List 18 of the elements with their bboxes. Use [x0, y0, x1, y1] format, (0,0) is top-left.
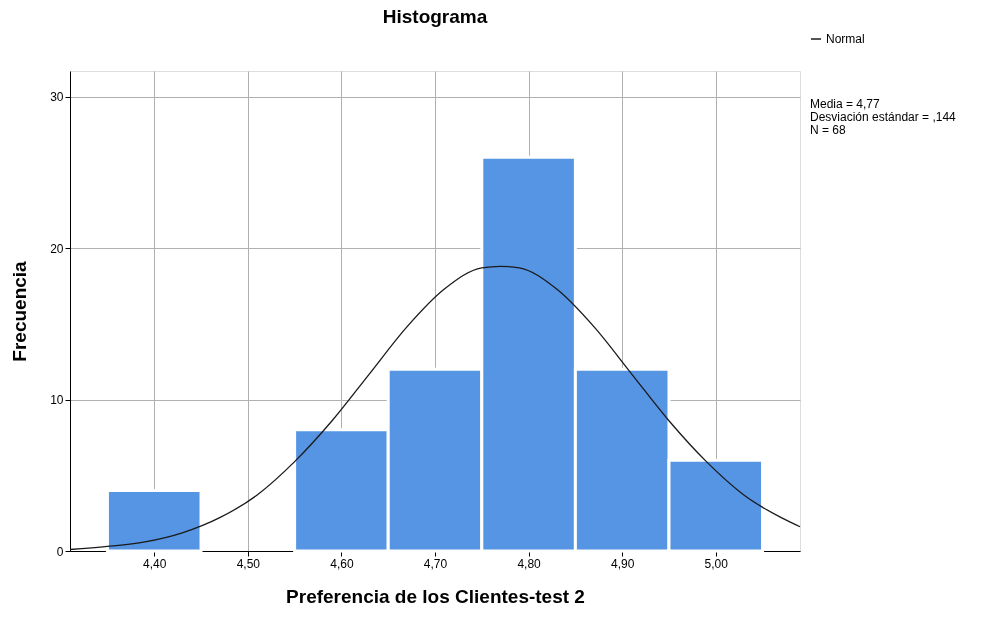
- text: Desviación estándar = ,144: [810, 110, 957, 124]
- y-tick-label: 20: [50, 241, 64, 256]
- text: Media = 4,77: [810, 97, 881, 111]
- x-tick-label: 4,40: [143, 556, 167, 571]
- x-axis-title: Preferencia de los Clientes-test 2: [286, 585, 585, 607]
- text: N = 68: [810, 123, 847, 137]
- y-tick-label: 0: [56, 544, 64, 559]
- x-tick-label: 4,50: [236, 556, 261, 571]
- y-tick-label: 10: [50, 393, 64, 408]
- y-axis-title: Frecuencia: [9, 260, 31, 362]
- legend-label: Normal: [826, 32, 865, 46]
- x-tick-label: 5,00: [704, 556, 729, 571]
- y-tick-label: 30: [50, 90, 64, 105]
- x-tick-label: 4,90: [611, 556, 635, 571]
- chart-title: Histograma: [382, 6, 488, 27]
- x-tick-label: 4,80: [517, 556, 542, 571]
- x-tick-label: 4,60: [330, 556, 354, 571]
- x-tick-label: 4,70: [423, 556, 448, 571]
